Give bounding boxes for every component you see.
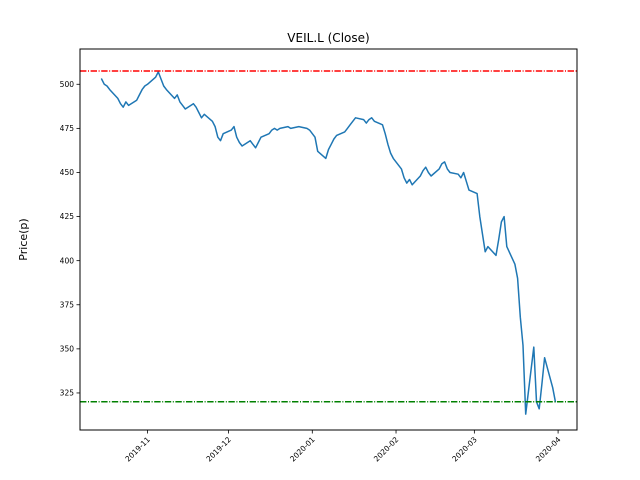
y-axis-label: Price(p) bbox=[17, 218, 30, 260]
x-tick-label: 2020-03 bbox=[450, 435, 479, 464]
price-line bbox=[100, 71, 557, 415]
plot-area bbox=[100, 71, 557, 415]
x-tick-label: 2020-02 bbox=[372, 435, 401, 464]
y-tick-label: 325 bbox=[60, 389, 75, 398]
y-tick-label: 425 bbox=[60, 212, 75, 221]
y-tick-label: 375 bbox=[60, 300, 75, 309]
y-tick-label: 450 bbox=[60, 168, 75, 177]
y-tick-label: 500 bbox=[60, 80, 75, 89]
y-tick-label: 475 bbox=[60, 124, 75, 133]
y-tick-label: 400 bbox=[60, 256, 75, 265]
y-axis-ticks: 325 350 375 400 425 450 475 500 bbox=[60, 80, 80, 398]
chart-title: VEIL.L (Close) bbox=[287, 31, 369, 45]
x-axis-ticks: 2019-11 2019-12 2020-01 2020-02 2020-03 2020-… bbox=[123, 430, 563, 464]
threshold-lines bbox=[80, 70, 577, 403]
x-tick-label: 2019-12 bbox=[204, 435, 233, 464]
plot-border bbox=[79, 48, 578, 431]
x-tick-label: 2020-04 bbox=[534, 435, 563, 464]
x-tick-label: 2020-01 bbox=[288, 435, 317, 464]
x-tick-label: 2019-11 bbox=[123, 435, 152, 464]
y-tick-label: 350 bbox=[60, 344, 75, 353]
